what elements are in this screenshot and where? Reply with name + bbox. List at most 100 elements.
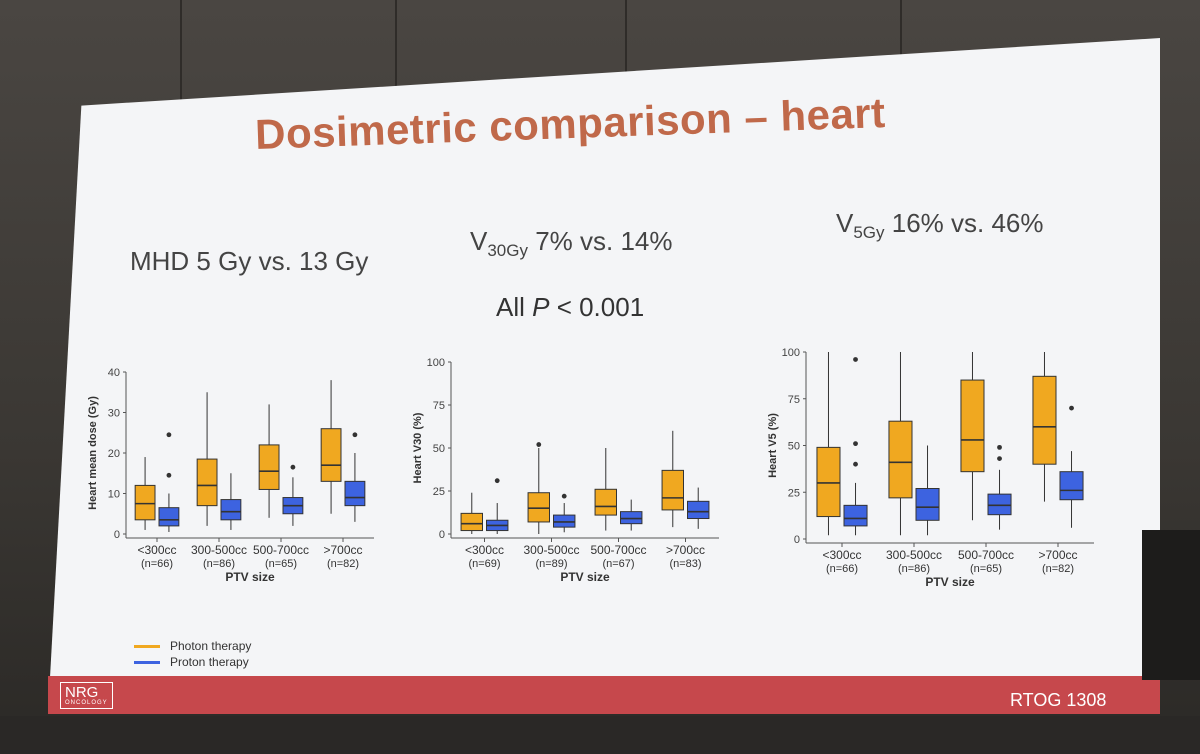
box-proton bbox=[987, 493, 1012, 516]
x-tick-n-label: (n=69) bbox=[468, 558, 500, 570]
stat-v30: V30Gy 7% vs. 14% bbox=[470, 226, 673, 261]
x-tick-n-label: (n=65) bbox=[970, 563, 1002, 575]
x-tick-label: 300-500cc bbox=[191, 543, 247, 557]
box-proton bbox=[344, 480, 366, 507]
y-tick-label: 50 bbox=[433, 443, 445, 455]
slide-footer-bar bbox=[48, 676, 1160, 714]
x-tick-label: 300-500cc bbox=[886, 548, 942, 562]
x-axis-title: PTV size bbox=[560, 570, 610, 584]
x-tick-n-label: (n=82) bbox=[327, 558, 359, 570]
x-axis-title: PTV size bbox=[925, 575, 975, 589]
legend-item-photon: Photon therapy bbox=[134, 638, 251, 654]
podium bbox=[1142, 530, 1200, 680]
y-tick-label: 25 bbox=[788, 487, 800, 499]
x-tick-label: <300cc bbox=[822, 548, 861, 562]
wall-seam bbox=[395, 0, 397, 120]
chart-heart-v30: 0 25 50 75 100 Heart V30 (%) <300cc(n=69) 300-5… bbox=[412, 357, 719, 584]
outlier-proton bbox=[166, 432, 172, 438]
legend-swatch-photon bbox=[134, 644, 160, 648]
box-proton bbox=[1059, 471, 1084, 501]
y-tick-label: 10 bbox=[108, 489, 120, 501]
x-axis-title: PTV size bbox=[225, 570, 275, 584]
x-tick-label: >700cc bbox=[666, 543, 705, 557]
p-value-text: All P < 0.001 bbox=[496, 292, 645, 322]
box-photon bbox=[960, 379, 985, 473]
y-tick-label: 100 bbox=[782, 347, 800, 359]
outlier-proton bbox=[561, 493, 567, 499]
x-tick-label: <300cc bbox=[465, 543, 504, 557]
y-tick-label: 0 bbox=[794, 534, 800, 546]
box-photon bbox=[460, 512, 484, 532]
box-photon bbox=[134, 484, 156, 521]
outlier-proton bbox=[494, 478, 500, 484]
outlier-proton bbox=[352, 432, 358, 438]
x-tick-n-label: (n=65) bbox=[265, 558, 297, 570]
outlier-proton bbox=[290, 464, 296, 470]
x-tick-n-label: (n=66) bbox=[826, 563, 858, 575]
x-tick-n-label: (n=86) bbox=[898, 563, 930, 575]
chart-heart-mean-dose: 0 10 20 30 40 Heart mean dose (Gy) <300cc(n=66… bbox=[87, 367, 374, 584]
outlier-proton bbox=[1069, 405, 1074, 411]
box-proton bbox=[553, 514, 576, 528]
x-tick-label: >700cc bbox=[323, 543, 362, 557]
box-proton bbox=[915, 488, 940, 521]
chart-heart-v5: 0 25 50 75 100 Heart V5 (%) <300cc(n=66) 300-50… bbox=[767, 347, 1094, 589]
box-proton bbox=[687, 500, 710, 520]
projected-slide bbox=[48, 38, 1160, 714]
legend-label-proton: Proton therapy bbox=[170, 655, 249, 669]
box-proton bbox=[843, 504, 868, 527]
x-tick-label: 500-700cc bbox=[590, 543, 646, 557]
stat-mhd: MHD 5 Gy vs. 13 Gy bbox=[130, 246, 369, 276]
x-tick-n-label: (n=83) bbox=[669, 558, 701, 570]
box-photon bbox=[196, 458, 218, 507]
y-tick-label: 25 bbox=[433, 486, 445, 498]
box-photon bbox=[661, 469, 684, 511]
legend: Photon therapy Proton therapy bbox=[134, 638, 251, 670]
y-tick-label: 75 bbox=[788, 394, 800, 406]
wall-seam bbox=[180, 0, 182, 120]
stat-v5: V5Gy 16% vs. 46% bbox=[836, 208, 1044, 243]
x-tick-label: 500-700cc bbox=[253, 543, 309, 557]
box-photon bbox=[258, 444, 280, 490]
box-photon bbox=[816, 446, 841, 518]
x-tick-label: 500-700cc bbox=[958, 548, 1014, 562]
outlier-proton bbox=[997, 456, 1002, 461]
box-photon bbox=[320, 428, 342, 482]
x-tick-n-label: (n=67) bbox=[602, 558, 634, 570]
outlier-proton bbox=[166, 472, 172, 478]
y-tick-label: 0 bbox=[114, 529, 120, 541]
box-photon bbox=[527, 492, 550, 523]
room-floor bbox=[0, 716, 1200, 754]
box-photon bbox=[594, 488, 617, 516]
y-tick-label: 100 bbox=[427, 357, 445, 369]
x-tick-label: <300cc bbox=[137, 543, 176, 557]
y-tick-label: 0 bbox=[439, 529, 445, 541]
x-tick-label: 300-500cc bbox=[523, 543, 579, 557]
x-tick-n-label: (n=82) bbox=[1042, 563, 1074, 575]
legend-swatch-proton bbox=[134, 660, 160, 664]
outlier-proton bbox=[997, 444, 1002, 450]
y-tick-label: 75 bbox=[433, 400, 445, 412]
box-proton bbox=[158, 507, 180, 527]
legend-label-photon: Photon therapy bbox=[170, 639, 252, 653]
y-tick-label: 30 bbox=[108, 408, 120, 420]
y-tick-label: 20 bbox=[108, 448, 120, 460]
y-tick-label: 40 bbox=[108, 367, 120, 379]
x-tick-n-label: (n=86) bbox=[203, 558, 235, 570]
outlier-proton bbox=[853, 357, 858, 362]
y-axis-title: Heart mean dose (Gy) bbox=[87, 396, 99, 510]
outlier-proton bbox=[853, 441, 858, 447]
x-tick-n-label: (n=89) bbox=[535, 558, 567, 570]
y-axis-title: Heart V5 (%) bbox=[767, 413, 779, 478]
y-tick-label: 50 bbox=[788, 441, 800, 453]
box-photon bbox=[1032, 375, 1057, 465]
outlier-proton bbox=[853, 461, 858, 467]
legend-item-proton: Proton therapy bbox=[134, 654, 251, 670]
wall-seam bbox=[625, 0, 627, 120]
nrg-oncology-logo: NRG ONCOLOGY bbox=[60, 682, 113, 709]
trial-label: RTOG 1308 bbox=[1010, 690, 1107, 710]
box-proton bbox=[220, 499, 242, 521]
box-photon bbox=[888, 420, 913, 499]
x-tick-label: >700cc bbox=[1038, 548, 1077, 562]
y-axis-title: Heart V30 (%) bbox=[412, 412, 424, 483]
